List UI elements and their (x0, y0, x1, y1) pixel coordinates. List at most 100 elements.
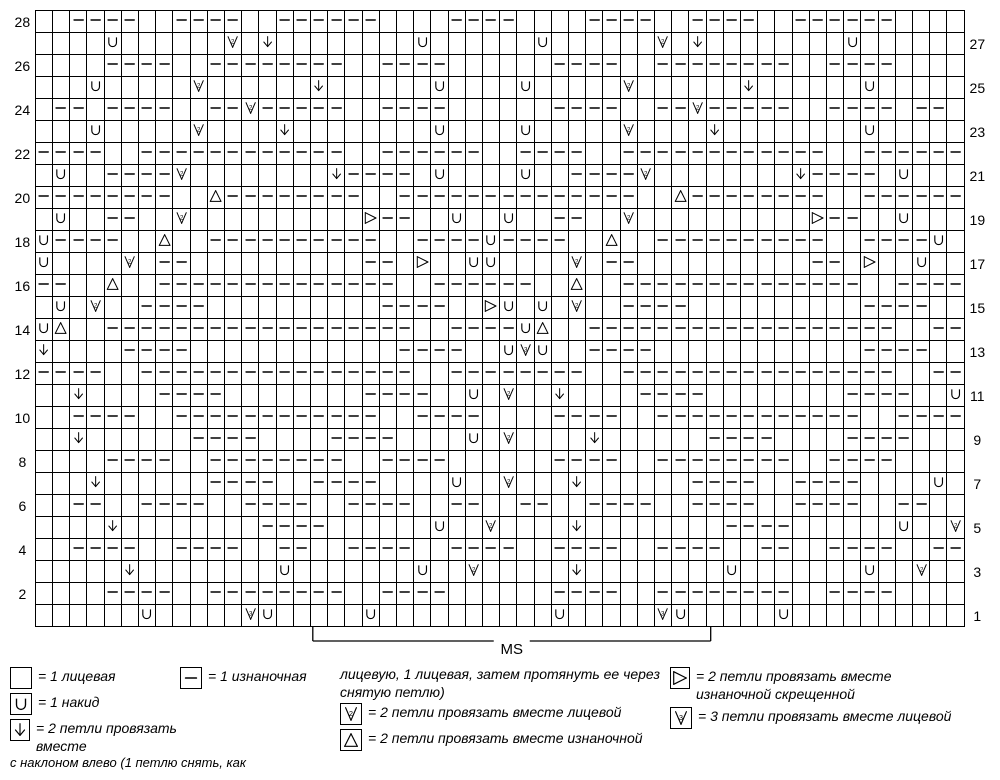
chart-cell (190, 407, 207, 429)
chart-cell (207, 319, 224, 341)
chart-cell (104, 165, 121, 187)
chart-cell (293, 451, 310, 473)
chart-cell (706, 209, 723, 231)
chart-cell (568, 429, 585, 451)
chart-cell (465, 319, 482, 341)
chart-cell (861, 429, 878, 451)
chart-cell (809, 539, 826, 561)
chart-cell (87, 253, 104, 275)
chart-cell (620, 253, 637, 275)
chart-cell (276, 429, 293, 451)
chart-cell (414, 33, 431, 55)
chart-cell (500, 11, 517, 33)
chart-cell (242, 11, 259, 33)
chart-cell (224, 231, 241, 253)
chart-cell (482, 165, 499, 187)
chart-cell (568, 77, 585, 99)
chart-cell (328, 517, 345, 539)
chart-cell (70, 539, 87, 561)
chart-cell (723, 33, 740, 55)
chart-cell (104, 539, 121, 561)
chart-cell (603, 209, 620, 231)
chart-cell (551, 33, 568, 55)
chart-cell (534, 605, 551, 627)
chart-cell (568, 319, 585, 341)
chart-cell (809, 11, 826, 33)
legend-item: 3 = 3 петли провязать вместе лицевой (670, 707, 970, 729)
chart-cell (482, 143, 499, 165)
chart-cell (293, 539, 310, 561)
chart-cell (792, 429, 809, 451)
chart-cell (913, 517, 930, 539)
chart-cell (156, 231, 173, 253)
chart-cell (706, 55, 723, 77)
chart-cell (792, 583, 809, 605)
chart-cell (672, 341, 689, 363)
chart-cell (672, 583, 689, 605)
chart-cell (603, 55, 620, 77)
chart-cell (345, 341, 362, 363)
chart-cell (259, 429, 276, 451)
chart-cell (465, 77, 482, 99)
chart-cell (224, 143, 241, 165)
chart-cell (190, 583, 207, 605)
chart-cell (930, 429, 947, 451)
chart-cell (655, 561, 672, 583)
chart-cell (379, 319, 396, 341)
chart-cell (396, 561, 413, 583)
chart-cell (448, 495, 465, 517)
chart-cell (414, 385, 431, 407)
chart-cell (345, 451, 362, 473)
chart-cell (672, 473, 689, 495)
chart-cell (328, 473, 345, 495)
chart-cell (878, 451, 895, 473)
chart-cell: 2 (620, 77, 637, 99)
chart-cell (87, 407, 104, 429)
chart-cell (775, 605, 792, 627)
chart-cell (207, 341, 224, 363)
chart-cell (345, 561, 362, 583)
chart-cell (379, 561, 396, 583)
chart-cell (792, 275, 809, 297)
chart-cell (792, 11, 809, 33)
chart-cell (328, 539, 345, 561)
chart-cell (156, 407, 173, 429)
chart-cell (362, 297, 379, 319)
chart-cell (431, 429, 448, 451)
chart-cell (276, 121, 293, 143)
chart-cell (534, 407, 551, 429)
chart-cell (52, 143, 69, 165)
chart-cell (586, 165, 603, 187)
svg-text:3: 3 (524, 347, 528, 354)
chart-cell: 2 (689, 99, 706, 121)
chart-cell (138, 275, 155, 297)
chart-cell (448, 561, 465, 583)
chart-cell (723, 209, 740, 231)
chart-cell (655, 473, 672, 495)
chart-cell (534, 231, 551, 253)
chart-cell (87, 275, 104, 297)
chart-cell (741, 429, 758, 451)
chart-cell (482, 209, 499, 231)
chart-cell (741, 605, 758, 627)
legend-item: = 1 лицевая (10, 667, 180, 689)
chart-cell (775, 363, 792, 385)
chart-cell (207, 495, 224, 517)
chart-cell (190, 363, 207, 385)
chart-cell (827, 209, 844, 231)
chart-cell (156, 99, 173, 121)
chart-cell (465, 539, 482, 561)
chart-cell (156, 209, 173, 231)
chart-cell (482, 451, 499, 473)
svg-text:MS: MS (501, 641, 524, 657)
chart-cell (104, 407, 121, 429)
chart-cell (190, 187, 207, 209)
chart-cell (603, 583, 620, 605)
chart-cell (138, 583, 155, 605)
chart-cell (328, 11, 345, 33)
chart-cell (861, 451, 878, 473)
row-label-right: 23 (964, 121, 990, 143)
chart-cell (775, 539, 792, 561)
chart-cell (328, 407, 345, 429)
chart-cell (637, 275, 654, 297)
